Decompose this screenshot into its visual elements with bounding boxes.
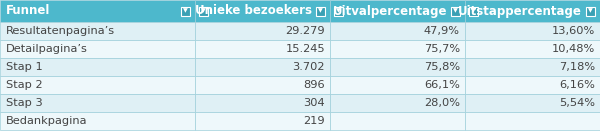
Text: Stap 2: Stap 2 [6, 80, 43, 90]
Text: 66,1%: 66,1% [424, 80, 460, 90]
Bar [330, 94, 465, 112]
Bar [0, 112, 195, 130]
Text: 29.279: 29.279 [286, 26, 325, 36]
Text: ▼: ▼ [183, 8, 188, 13]
Bar [0, 76, 195, 94]
Text: Bedankpagina: Bedankpagina [6, 116, 88, 126]
Bar [316, 6, 325, 15]
Bar [330, 0, 465, 22]
Text: ▼: ▼ [453, 8, 458, 13]
Text: 304: 304 [304, 98, 325, 108]
Bar [330, 40, 465, 58]
Bar [586, 6, 595, 15]
Text: 15.245: 15.245 [286, 44, 325, 54]
Bar [465, 22, 600, 40]
Bar [195, 40, 330, 58]
Text: ▼: ▼ [471, 8, 476, 13]
Bar [0, 94, 195, 112]
Text: Uitvalpercentage: Uitvalpercentage [332, 4, 447, 18]
Bar [469, 6, 478, 15]
Bar [330, 112, 465, 130]
Bar [465, 112, 600, 130]
Text: 75,8%: 75,8% [424, 62, 460, 72]
Text: Stap 3: Stap 3 [6, 98, 43, 108]
Text: Stap 1: Stap 1 [6, 62, 43, 72]
Bar [195, 0, 330, 22]
Text: 6,16%: 6,16% [559, 80, 595, 90]
Text: 896: 896 [304, 80, 325, 90]
Text: 13,60%: 13,60% [552, 26, 595, 36]
Bar [451, 6, 460, 15]
Text: ▼: ▼ [336, 8, 341, 13]
Bar [0, 0, 195, 22]
Bar [330, 22, 465, 40]
Text: 10,48%: 10,48% [552, 44, 595, 54]
Text: Funnel: Funnel [6, 4, 50, 18]
Text: 7,18%: 7,18% [559, 62, 595, 72]
Text: Detailpagina’s: Detailpagina’s [6, 44, 88, 54]
Bar [330, 76, 465, 94]
Text: 75,7%: 75,7% [424, 44, 460, 54]
Bar [0, 40, 195, 58]
Text: 5,54%: 5,54% [559, 98, 595, 108]
Bar [195, 58, 330, 76]
Bar [334, 6, 343, 15]
Text: ▼: ▼ [318, 8, 323, 13]
Text: Uitstappercentage: Uitstappercentage [458, 4, 582, 18]
Bar [195, 22, 330, 40]
Text: 28,0%: 28,0% [424, 98, 460, 108]
Bar [181, 6, 190, 15]
Bar [195, 76, 330, 94]
Text: 3.702: 3.702 [293, 62, 325, 72]
Bar [330, 58, 465, 76]
Bar [465, 0, 600, 22]
Bar [465, 94, 600, 112]
Bar [0, 22, 195, 40]
Bar [465, 76, 600, 94]
Text: ▼: ▼ [201, 8, 206, 13]
Bar [465, 40, 600, 58]
Text: 219: 219 [304, 116, 325, 126]
Bar [199, 6, 208, 15]
Text: 47,9%: 47,9% [424, 26, 460, 36]
Bar [195, 112, 330, 130]
Text: ▼: ▼ [588, 8, 593, 13]
Text: Resultatenpagina’s: Resultatenpagina’s [6, 26, 115, 36]
Text: Unieke bezoekers: Unieke bezoekers [195, 4, 312, 18]
Bar [195, 94, 330, 112]
Bar [0, 58, 195, 76]
Bar [465, 58, 600, 76]
